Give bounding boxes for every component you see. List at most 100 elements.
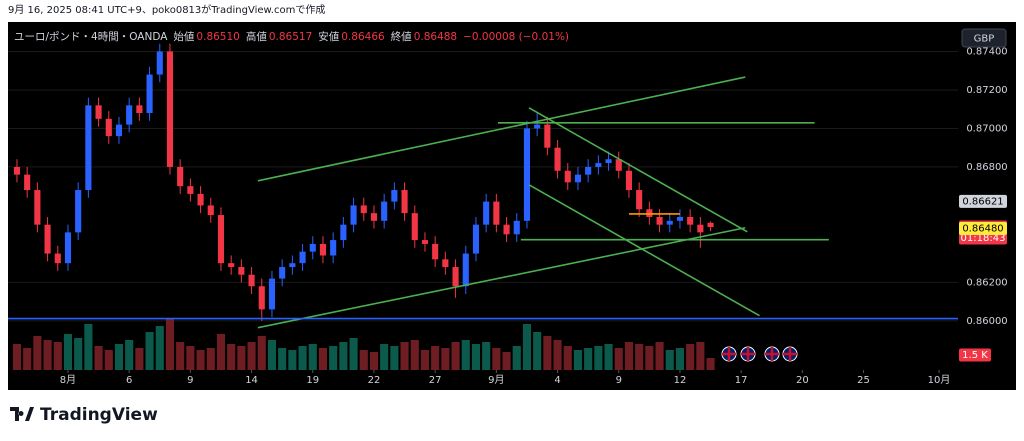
candle-body bbox=[126, 105, 133, 125]
candle-body bbox=[319, 243, 327, 256]
volume-bar bbox=[74, 338, 83, 370]
trend-line bbox=[528, 107, 748, 233]
legend: ユーロ/ポンド・4時間・OANDA 始値 0.86510 高値 0.86517 安値 0.8… bbox=[14, 30, 569, 43]
volume-bar bbox=[420, 350, 430, 370]
candle-body bbox=[340, 224, 347, 241]
candle-body bbox=[13, 166, 21, 175]
candle-body bbox=[228, 263, 235, 268]
volume-bar bbox=[339, 342, 348, 370]
uk-flag[interactable] bbox=[721, 346, 737, 362]
candle-body bbox=[697, 224, 704, 233]
x-tick-label: 12 bbox=[674, 375, 687, 386]
volume-label bbox=[959, 348, 991, 362]
volume-bar bbox=[553, 340, 562, 370]
candle-body bbox=[360, 205, 367, 214]
candle-body bbox=[452, 267, 459, 287]
x-tick-label: 19 bbox=[306, 375, 319, 386]
currency: GBP bbox=[974, 34, 995, 45]
candle-body bbox=[248, 274, 255, 287]
volume-bar bbox=[380, 344, 389, 370]
candle-body bbox=[656, 216, 663, 225]
volume-bar bbox=[400, 342, 409, 370]
candle-body bbox=[268, 278, 276, 310]
x-tick-label: 4 bbox=[554, 375, 560, 386]
caption: 9月 16, 2025 08:41 UTC+9、poko0813がTrading… bbox=[8, 3, 325, 16]
uk-flag[interactable] bbox=[782, 346, 798, 362]
candle-body bbox=[595, 163, 602, 167]
volume-bar bbox=[135, 348, 144, 370]
uk-flag[interactable] bbox=[764, 346, 780, 362]
x-tick-label: 9 bbox=[616, 375, 622, 386]
volume-bar bbox=[563, 346, 572, 370]
candle-body bbox=[187, 186, 194, 194]
candle-body bbox=[370, 213, 378, 221]
volume-bar bbox=[431, 346, 440, 370]
candle-body bbox=[146, 74, 153, 114]
candle-body bbox=[483, 201, 490, 225]
trend-line bbox=[257, 76, 746, 182]
countdown: 01:18:43 bbox=[961, 233, 1006, 244]
price-label bbox=[959, 194, 1007, 208]
volume-bar bbox=[482, 342, 491, 370]
candle-body bbox=[554, 147, 561, 171]
candle-body bbox=[472, 224, 480, 254]
symbol: ユーロ/ポンド・4時間・OANDA bbox=[14, 31, 168, 43]
volume-bar bbox=[94, 346, 103, 370]
candle-body bbox=[401, 190, 408, 214]
price-label-text: 0.86480 bbox=[962, 224, 1003, 235]
volume-bar bbox=[165, 318, 175, 370]
plot: 0.87400 0.87200 0.87000 0.86800 0.86200 0.860… bbox=[8, 43, 1008, 386]
volume-bar bbox=[84, 324, 93, 370]
volume-bar bbox=[390, 346, 399, 370]
volume-bar bbox=[155, 326, 164, 370]
candle-body bbox=[309, 243, 316, 252]
volume-bar bbox=[43, 340, 52, 370]
volume-bar bbox=[410, 340, 419, 370]
uk-flag[interactable] bbox=[740, 346, 756, 362]
logo bbox=[10, 407, 34, 421]
volume-bar bbox=[257, 336, 266, 370]
trend-line bbox=[257, 226, 746, 329]
y-tick-label: 0.86000 bbox=[966, 316, 1007, 327]
y-tick-label: 0.86800 bbox=[966, 162, 1007, 173]
volume-bar bbox=[471, 344, 481, 370]
x-tick-label: 25 bbox=[857, 375, 870, 386]
candle-body bbox=[564, 170, 571, 183]
volume-bar bbox=[369, 352, 379, 370]
candle-body bbox=[585, 166, 592, 175]
price-label bbox=[959, 222, 1007, 236]
x-tick-label: 20 bbox=[796, 375, 809, 386]
candle-body bbox=[707, 222, 714, 227]
ohlc-label: 終値 bbox=[391, 30, 412, 43]
volume-bar bbox=[329, 346, 338, 370]
candle-body bbox=[279, 267, 286, 279]
candle-body bbox=[207, 205, 214, 216]
candle-body bbox=[411, 213, 418, 241]
volume-bar bbox=[655, 342, 664, 370]
volume-bar bbox=[216, 334, 226, 370]
candle-body bbox=[24, 174, 31, 191]
x-tick-label: 6 bbox=[126, 375, 132, 386]
volume-bar bbox=[104, 350, 113, 370]
volume-bar bbox=[635, 344, 644, 370]
chart-panel bbox=[8, 22, 1016, 390]
volume-bar bbox=[512, 346, 521, 370]
volume-bar bbox=[441, 348, 450, 370]
brand: TradingView bbox=[40, 405, 158, 425]
y-tick-label: 0.86200 bbox=[966, 277, 1007, 288]
volume-bar bbox=[451, 342, 460, 370]
ohlc-value: 0.86517 bbox=[269, 31, 312, 43]
candle-body bbox=[615, 159, 622, 171]
candle-body bbox=[330, 240, 337, 256]
candle-body bbox=[636, 190, 643, 210]
volume-bar bbox=[359, 350, 368, 370]
currency-button[interactable] bbox=[961, 28, 1007, 48]
candle-body bbox=[217, 215, 225, 264]
volume-bar bbox=[696, 342, 705, 370]
x-tick-label: 17 bbox=[735, 375, 748, 386]
candle-body bbox=[493, 201, 500, 225]
ohlc-label: 始値 bbox=[173, 30, 194, 43]
x-tick-label: 8月 bbox=[60, 374, 76, 386]
y-tick-label: 0.87000 bbox=[966, 123, 1007, 134]
